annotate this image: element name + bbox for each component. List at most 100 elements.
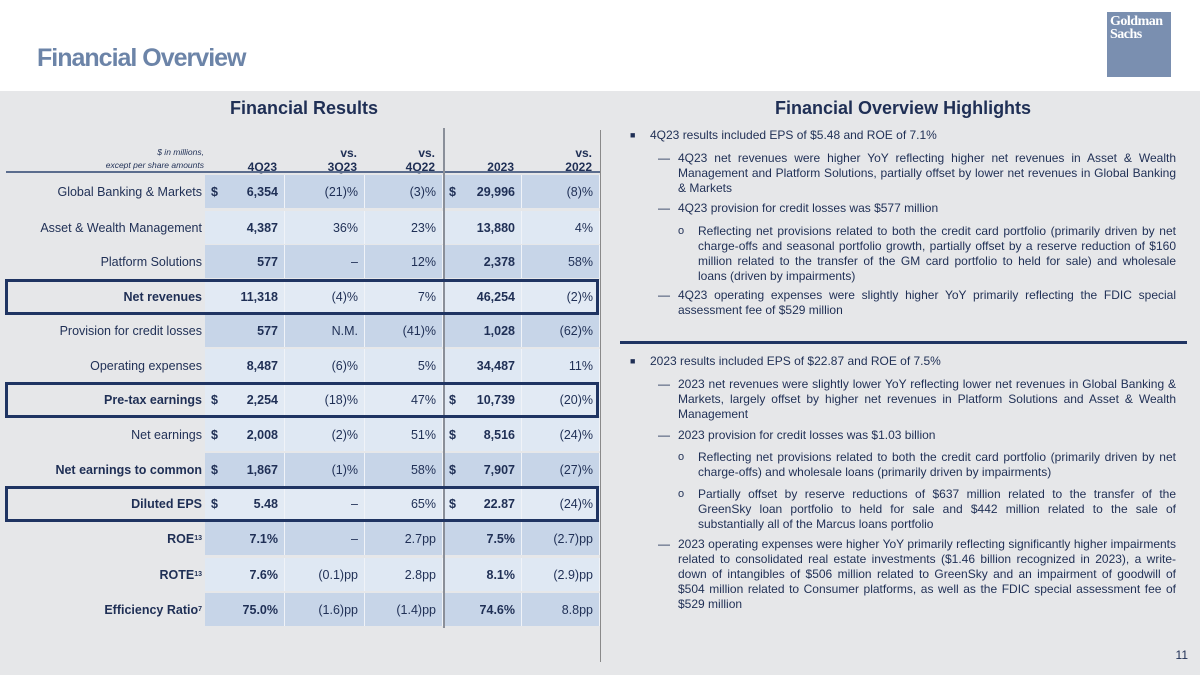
table-cell: 13,880	[443, 211, 522, 244]
cell-value: (18)%	[324, 392, 358, 407]
row-label-text: Pre-tax earnings	[104, 392, 202, 407]
dollar-sign: $	[449, 496, 456, 511]
cell-value: 11,318	[240, 289, 278, 304]
table-cell: 2.8pp	[365, 558, 443, 591]
row-label: Platform Solutions	[101, 244, 202, 279]
units-line: $ in millions,	[157, 147, 204, 157]
highlight-text: Reflecting net provisions related to bot…	[698, 450, 1176, 479]
section-separator	[620, 341, 1187, 344]
cell-value: (24)%	[559, 427, 593, 442]
highlight-text: 2023 operating expenses were higher YoY …	[678, 537, 1176, 611]
cell-value: (41)%	[402, 323, 436, 338]
cell-value: 2,254	[246, 392, 278, 407]
row-label-text: Asset & Wealth Management	[40, 220, 202, 235]
cell-value: 1,028	[483, 323, 515, 338]
table-row: ROTE 13 7.6% (0.1)pp 2.8pp 8.1% (2.9)pp	[0, 557, 600, 592]
bullet-marker: o	[678, 225, 685, 237]
header-rule	[6, 171, 600, 173]
row-label-text: Platform Solutions	[100, 254, 202, 269]
dollar-sign: $	[449, 462, 456, 477]
cell-value: 11%	[568, 358, 593, 373]
units-note: $ in millions, except per share amounts	[106, 146, 204, 172]
table-cell: 1,028	[443, 314, 522, 347]
table-cell: $29,996	[443, 175, 522, 208]
highlight-item: o Reflecting net provisions related to bo…	[678, 224, 1176, 284]
bullet-marker: —	[658, 201, 670, 215]
table-cell: 4,387	[205, 211, 285, 244]
cell-value: 58%	[410, 462, 436, 477]
table-cell: $22.87	[443, 487, 522, 520]
highlight-text: 4Q23 net revenues were higher YoY reflec…	[678, 151, 1176, 195]
cell-value: 75.0%	[242, 602, 278, 617]
highlight-text: Reflecting net provisions related to bot…	[698, 224, 1176, 283]
table-cell: 8,487	[205, 349, 285, 382]
cell-value: (6)%	[331, 358, 358, 373]
row-label-text: Operating expenses	[90, 358, 202, 373]
cell-value: 4%	[574, 220, 593, 235]
table-cell: 65%	[365, 487, 443, 520]
cell-value: 7.5%	[486, 531, 516, 546]
table-cell: N.M.	[285, 314, 365, 347]
cell-value: 4,387	[246, 220, 278, 235]
table-cell: (20)%	[522, 383, 600, 416]
row-label: ROTE 13	[159, 557, 202, 592]
bullet-marker: —	[658, 377, 670, 391]
table-cell: (2.9)pp	[522, 558, 600, 591]
table-cell: (21)%	[285, 175, 365, 208]
row-label-text: Global Banking & Markets	[57, 184, 202, 199]
table-cell: $5.48	[205, 487, 285, 520]
cell-value: (1)%	[331, 462, 358, 477]
table-cell: (2)%	[285, 418, 365, 451]
highlight-text: 2023 results included EPS of $22.87 and …	[650, 354, 941, 368]
cell-value: 58%	[567, 254, 593, 269]
bullet-marker: —	[658, 537, 670, 551]
highlight-item: o Partially offset by reserve reductions …	[678, 487, 1176, 532]
cell-value: 2.7pp	[404, 531, 436, 546]
column-header-line2: 2022	[565, 160, 592, 174]
dollar-sign: $	[449, 427, 456, 442]
row-label-text: Diluted EPS	[131, 496, 202, 511]
table-cell: $8,516	[443, 418, 522, 451]
dollar-sign: $	[211, 462, 218, 477]
cell-value: 8.1%	[486, 567, 516, 582]
table-row: Efficiency Ratio 7 75.0% (1.6)pp (1.4)pp 74.6…	[0, 592, 600, 627]
table-cell: 58%	[365, 453, 443, 486]
table-cell: (1.4)pp	[365, 593, 443, 626]
cell-value: (8)%	[566, 184, 593, 199]
column-header: vs. 4Q22	[365, 146, 435, 174]
cell-value: 2.8pp	[404, 567, 436, 582]
table-cell: (24)%	[522, 487, 600, 520]
cell-value: 22.87	[483, 496, 515, 511]
row-label: Global Banking & Markets	[57, 174, 202, 209]
cell-value: 577	[257, 254, 278, 269]
table-row: ROE 13 7.1% – 2.7pp 7.5% (2.7)pp	[0, 521, 600, 556]
cell-value: 13,880	[476, 220, 515, 235]
row-label: Pre-tax earnings	[104, 382, 202, 417]
column-header-line1	[205, 146, 277, 160]
cell-value: 47%	[410, 392, 436, 407]
highlights-heading: Financial Overview Highlights	[775, 98, 1032, 118]
table-cell: 46,254	[443, 280, 522, 313]
cell-value: (2)%	[331, 427, 358, 442]
footnote-ref: 13	[194, 535, 202, 542]
dollar-sign: $	[211, 496, 218, 511]
table-cell: (0.1)pp	[285, 558, 365, 591]
table-row: Net revenues 11,318 (4)% 7% 46,254 (2)%	[0, 279, 600, 314]
table-cell: 5%	[365, 349, 443, 382]
highlight-text: 2023 net revenues were slightly lower Yo…	[678, 377, 1176, 421]
row-label: Net revenues	[123, 279, 202, 314]
bullet-marker: —	[658, 288, 670, 302]
cell-value: 23%	[410, 220, 436, 235]
table-cell: 8.8pp	[522, 593, 600, 626]
goldman-sachs-logo: Goldman Sachs	[1107, 12, 1171, 77]
cell-value: (1.4)pp	[396, 602, 436, 617]
table-cell: (2)%	[522, 280, 600, 313]
table-cell: 7.1%	[205, 522, 285, 555]
cell-value: (3)%	[409, 184, 436, 199]
row-label: Diluted EPS	[131, 486, 202, 521]
column-header: vs. 3Q23	[285, 146, 357, 174]
cell-value: 8,516	[483, 427, 515, 442]
table-cell: $2,008	[205, 418, 285, 451]
highlight-item: ■ 4Q23 results included EPS of $5.48 and …	[630, 128, 1176, 143]
bullet-marker: o	[678, 451, 685, 463]
